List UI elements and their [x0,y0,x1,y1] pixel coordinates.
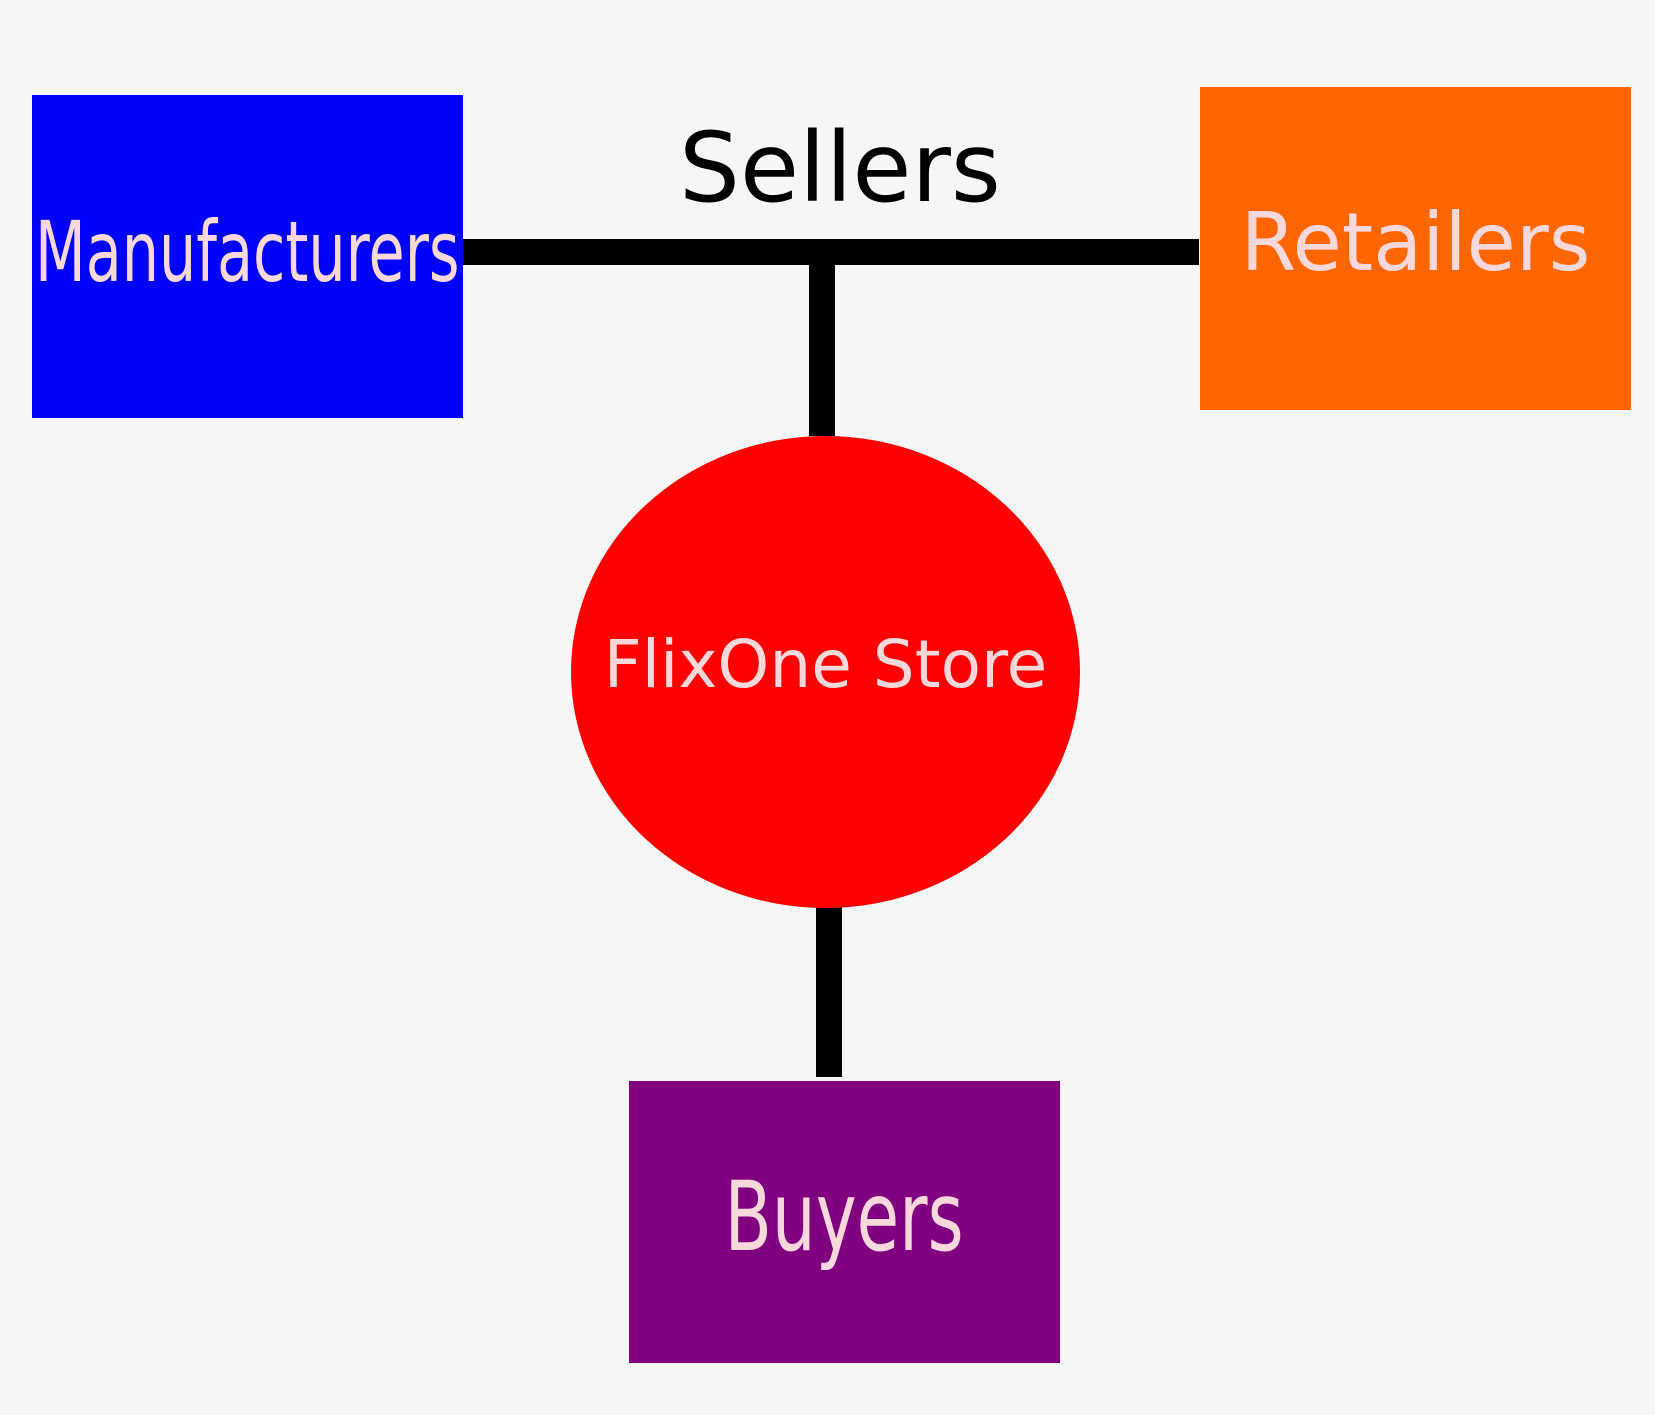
manufacturers-label: Manufacturers [35,202,460,301]
buyers-node: Buyers [629,1081,1060,1363]
flixone-store-node: FlixOne Store [571,436,1080,908]
flixone-store-label: FlixOne Store [603,626,1048,703]
buyers-label: Buyers [724,1161,965,1273]
retailers-label: Retailers [1240,195,1591,289]
retailers-node: Retailers [1200,87,1631,410]
sellers-to-store-line [809,262,835,436]
sellers-title: Sellers [679,112,1001,224]
manufacturers-node: Manufacturers [32,95,463,418]
sellers-horizontal-line [456,239,1199,265]
store-to-buyers-line [816,906,842,1077]
